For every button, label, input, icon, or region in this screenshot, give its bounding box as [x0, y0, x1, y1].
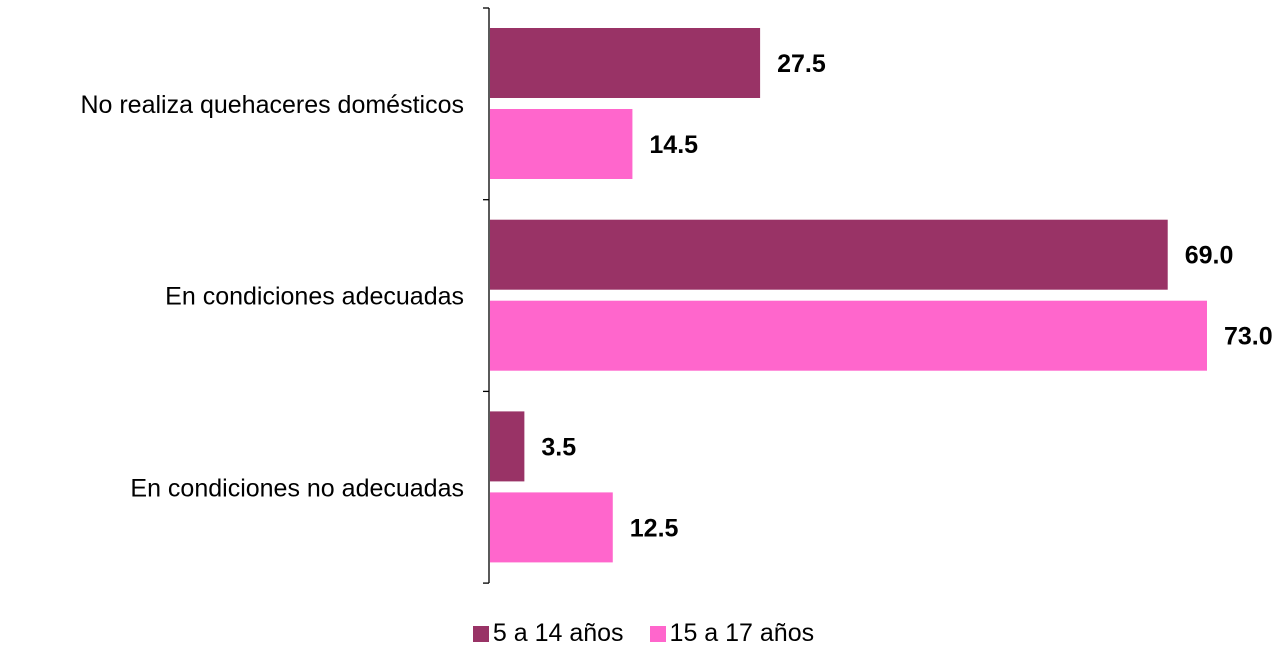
- data-label: 14.5: [649, 131, 698, 159]
- legend-item-series-1: 15 a 17 años: [649, 619, 815, 648]
- bar: [490, 300, 1207, 371]
- bar: [490, 219, 1168, 290]
- data-label: 3.5: [541, 433, 576, 461]
- bar: [490, 28, 761, 98]
- category-label: En condiciones no adecuadas: [130, 474, 464, 502]
- data-label: 12.5: [630, 514, 679, 542]
- data-label: 69.0: [1185, 242, 1234, 270]
- legend-label-series-1: 15 a 17 años: [669, 619, 815, 647]
- bar: [490, 411, 525, 482]
- bar: [490, 109, 633, 179]
- legend-swatch-series-1: [649, 625, 666, 642]
- bar: [490, 492, 613, 563]
- legend-item-series-0: 5 a 14 años: [472, 619, 624, 648]
- data-label: 73.0: [1224, 323, 1273, 351]
- legend-label-series-0: 5 a 14 años: [492, 619, 624, 647]
- data-label: 27.5: [777, 50, 826, 78]
- category-label: No realiza quehaceres domésticos: [80, 91, 464, 119]
- legend-swatch-series-0: [472, 625, 489, 642]
- legend: 5 a 14 años 15 a 17 años: [0, 619, 1287, 648]
- category-label: En condiciones adecuadas: [165, 283, 464, 311]
